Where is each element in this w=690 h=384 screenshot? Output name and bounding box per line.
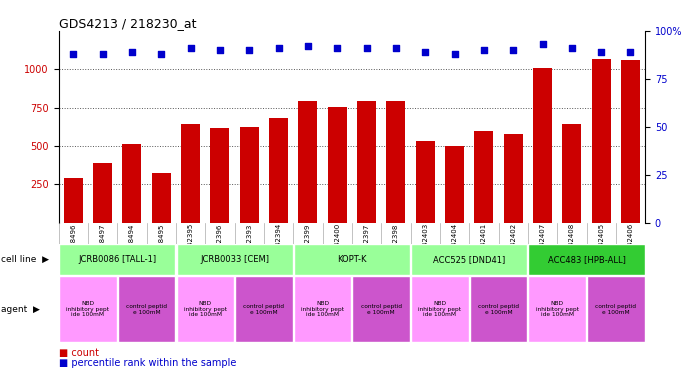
Point xyxy=(185,45,196,51)
Text: NBD
inhibitory pept
ide 100mM: NBD inhibitory pept ide 100mM xyxy=(301,301,344,318)
Text: KOPT-K: KOPT-K xyxy=(337,255,366,264)
Point xyxy=(566,45,578,51)
Bar xyxy=(328,107,347,223)
Text: GSM542403: GSM542403 xyxy=(422,223,428,265)
Text: GSM542405: GSM542405 xyxy=(598,223,604,265)
Text: GSM542401: GSM542401 xyxy=(481,223,487,265)
Bar xyxy=(210,128,230,223)
Point xyxy=(420,49,431,55)
Bar xyxy=(298,101,317,223)
Text: GDS4213 / 218230_at: GDS4213 / 218230_at xyxy=(59,17,196,30)
Text: NBD
inhibitory pept
ide 100mM: NBD inhibitory pept ide 100mM xyxy=(66,301,110,318)
Text: GSM518494: GSM518494 xyxy=(129,223,135,265)
Bar xyxy=(591,59,611,223)
Text: GSM542407: GSM542407 xyxy=(540,223,546,265)
Bar xyxy=(59,244,175,275)
Text: NBD
inhibitory pept
ide 100mM: NBD inhibitory pept ide 100mM xyxy=(184,301,227,318)
Bar xyxy=(294,244,410,275)
Point xyxy=(361,45,372,51)
Text: ACC483 [HPB-ALL]: ACC483 [HPB-ALL] xyxy=(548,255,625,264)
Bar xyxy=(177,244,293,275)
Text: GSM518495: GSM518495 xyxy=(158,223,164,265)
Bar xyxy=(269,118,288,223)
Bar xyxy=(562,124,582,223)
Bar xyxy=(93,163,112,223)
Point xyxy=(595,49,607,55)
Bar xyxy=(235,276,293,342)
Text: ■ percentile rank within the sample: ■ percentile rank within the sample xyxy=(59,358,236,368)
Text: GSM542394: GSM542394 xyxy=(275,223,282,265)
Point xyxy=(478,47,489,53)
Bar xyxy=(533,68,552,223)
Bar xyxy=(63,178,83,223)
Text: control peptid
e 100mM: control peptid e 100mM xyxy=(126,304,167,314)
Bar xyxy=(353,276,410,342)
Text: GSM542402: GSM542402 xyxy=(510,223,516,265)
Text: control peptid
e 100mM: control peptid e 100mM xyxy=(478,304,519,314)
Text: ACC525 [DND41]: ACC525 [DND41] xyxy=(433,255,505,264)
Point xyxy=(126,49,137,55)
Bar xyxy=(181,124,200,223)
Point xyxy=(302,43,313,49)
Text: NBD
inhibitory pept
ide 100mM: NBD inhibitory pept ide 100mM xyxy=(535,301,579,318)
Text: GSM542395: GSM542395 xyxy=(188,223,194,265)
Point xyxy=(97,51,108,57)
Bar xyxy=(152,173,171,223)
Text: cell line  ▶: cell line ▶ xyxy=(1,255,49,264)
Text: GSM542399: GSM542399 xyxy=(305,223,311,265)
Bar xyxy=(470,276,527,342)
Text: GSM542400: GSM542400 xyxy=(334,223,340,265)
Bar xyxy=(177,276,234,342)
Point xyxy=(273,45,284,51)
Bar xyxy=(386,101,406,223)
Bar xyxy=(411,276,469,342)
Point xyxy=(537,41,548,47)
Bar xyxy=(529,244,644,275)
Bar xyxy=(118,276,175,342)
Text: GSM518497: GSM518497 xyxy=(99,223,106,266)
Text: GSM542406: GSM542406 xyxy=(627,223,633,265)
Text: agent  ▶: agent ▶ xyxy=(1,305,39,314)
Text: control peptid
e 100mM: control peptid e 100mM xyxy=(361,304,402,314)
Text: ■ count: ■ count xyxy=(59,348,99,358)
Text: GSM542408: GSM542408 xyxy=(569,223,575,265)
Bar xyxy=(122,144,141,223)
Point xyxy=(449,51,460,57)
Text: NBD
inhibitory pept
ide 100mM: NBD inhibitory pept ide 100mM xyxy=(418,301,462,318)
Bar xyxy=(239,127,259,223)
Point xyxy=(68,51,79,57)
Text: GSM518496: GSM518496 xyxy=(70,223,77,266)
Point xyxy=(391,45,402,51)
Point xyxy=(215,47,226,53)
Bar xyxy=(587,276,644,342)
Text: GSM542396: GSM542396 xyxy=(217,223,223,265)
Bar xyxy=(445,146,464,223)
Bar xyxy=(357,101,376,223)
Text: JCRB0086 [TALL-1]: JCRB0086 [TALL-1] xyxy=(78,255,157,264)
Text: JCRB0033 [CEM]: JCRB0033 [CEM] xyxy=(200,255,269,264)
Point xyxy=(625,49,636,55)
Bar xyxy=(474,131,493,223)
Text: control peptid
e 100mM: control peptid e 100mM xyxy=(595,304,636,314)
Point xyxy=(156,51,167,57)
Bar xyxy=(415,141,435,223)
Text: GSM542404: GSM542404 xyxy=(451,223,457,265)
Point xyxy=(508,47,519,53)
Bar xyxy=(504,134,523,223)
Text: GSM542398: GSM542398 xyxy=(393,223,399,265)
Text: GSM542397: GSM542397 xyxy=(364,223,370,265)
Bar xyxy=(621,60,640,223)
Text: GSM542393: GSM542393 xyxy=(246,223,253,265)
Text: control peptid
e 100mM: control peptid e 100mM xyxy=(244,304,284,314)
Bar xyxy=(294,276,351,342)
Point xyxy=(332,45,343,51)
Bar xyxy=(411,244,527,275)
Point xyxy=(244,47,255,53)
Bar xyxy=(529,276,586,342)
Bar xyxy=(59,276,117,342)
